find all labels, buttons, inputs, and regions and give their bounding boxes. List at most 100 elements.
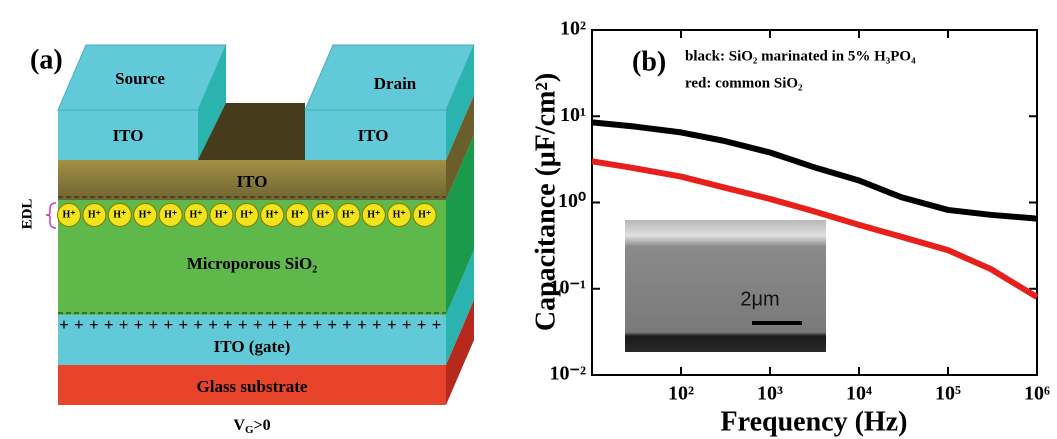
plus-sign: + [357,315,367,334]
proton [107,203,132,227]
x-tick-label: 10⁶ [1024,383,1050,405]
annotation: red: common SiO₂ [685,75,803,91]
proton-label: H⁺ [164,209,177,220]
proton-label: H⁺ [189,209,202,220]
source-front [58,110,198,160]
label: Microporous SiO₂ [187,254,318,273]
data-line [591,119,1038,222]
x-tick-label: 10³ [757,383,783,405]
proton-label: H⁺ [316,209,329,220]
proton [361,203,386,227]
proton [336,203,361,227]
label: VG>0 [233,417,270,436]
plus-sign: + [402,315,412,334]
y-axis-label: Capacitance (μF/cm²) [530,73,561,331]
proton-label: H⁺ [367,209,380,220]
dielectric-layer [58,200,446,315]
plus-sign: + [387,315,397,334]
proton-label: H⁺ [393,209,406,220]
y-tick-label: 10¹ [560,104,586,126]
edl-brace [45,202,57,229]
plus-sign: + [178,315,188,334]
plus-sign: + [298,315,308,334]
plus-sign: + [312,315,322,334]
proton-label: H⁺ [62,209,75,220]
plus-sign: + [238,315,248,334]
panel-label: (b) [632,46,666,77]
inset-label: 2μm [740,288,779,310]
vg-condition: >0 [254,417,271,434]
y-tick-label: 10⁻¹ [549,276,586,298]
proton-label: H⁺ [291,209,304,220]
plus-sign: + [163,315,173,334]
panel-label: (a) [30,44,63,75]
device-diagram: (a) Source ITO Drain ITO ITO EDL Micropo… [19,44,475,436]
label: ITO [358,126,389,145]
proton [285,203,310,227]
plus-sign: + [253,315,263,334]
x-tick-label: 10⁴ [846,383,872,405]
proton-label: H⁺ [113,209,126,220]
y-tick-label: 10² [560,18,586,40]
proton [184,203,208,227]
label: EDL [19,199,35,230]
annotation: black: SiO₂ marinated in 5% H₃PO₄ [685,48,916,64]
y-tick-label: 10⁻² [549,363,586,385]
plus-sign: + [223,315,233,334]
proton-label: H⁺ [139,209,152,220]
vg-symbol: V [233,417,245,434]
proton-label: H⁺ [266,209,279,220]
proton [158,203,183,227]
gap [198,103,305,160]
dielectric-side [446,135,474,315]
proton-label: H⁺ [215,209,228,220]
drain-side [446,45,474,160]
proton-label: H⁺ [88,209,101,220]
plus-sign: + [327,315,337,334]
plus-sign: + [268,315,278,334]
x-tick-label: 10² [668,383,694,405]
plus-sign: + [89,315,99,334]
label: ITO [237,172,268,191]
proton [57,203,81,227]
label: ITO [113,126,144,145]
x-tick-label: 10⁵ [935,383,961,405]
gate-layer [58,315,446,365]
plus-sign: + [417,315,427,334]
x-axis-label: Frequency (Hz) [721,406,908,437]
y-tick-label: 10⁰ [558,190,586,212]
proton [209,203,234,227]
gate-side [446,250,474,365]
channel-layer [58,160,446,200]
plus-sign: + [74,315,84,334]
plus-sign: + [432,315,442,334]
substrate-layer [58,365,446,405]
proton-label: H⁺ [342,209,355,220]
plus-sign: + [208,315,218,334]
chart: 2μm (b) black: SiO₂ marinated in 5% H₃PO… [530,18,1050,438]
source-side [198,45,226,160]
vg-subscript: G [245,424,254,436]
channel-side [446,95,474,200]
plus-sign: + [104,315,114,334]
proton [82,203,107,227]
label: ITO (gate) [214,337,291,356]
proton [311,203,335,227]
label: Glass substrate [197,377,308,396]
proton [387,203,412,227]
substrate-side [446,300,474,405]
label: Source [115,69,165,88]
plus-sign: + [283,315,293,334]
drain-front [305,110,446,160]
proton [412,203,437,227]
data-line [591,158,1039,300]
proton-label: H⁺ [418,209,431,220]
plus-sign: + [342,315,352,334]
plus-sign: + [193,315,203,334]
inset-image [625,220,826,352]
plus-sign: + [149,315,159,334]
proton [234,203,259,227]
plus-sign: + [59,315,69,334]
plus-sign: + [134,315,144,334]
